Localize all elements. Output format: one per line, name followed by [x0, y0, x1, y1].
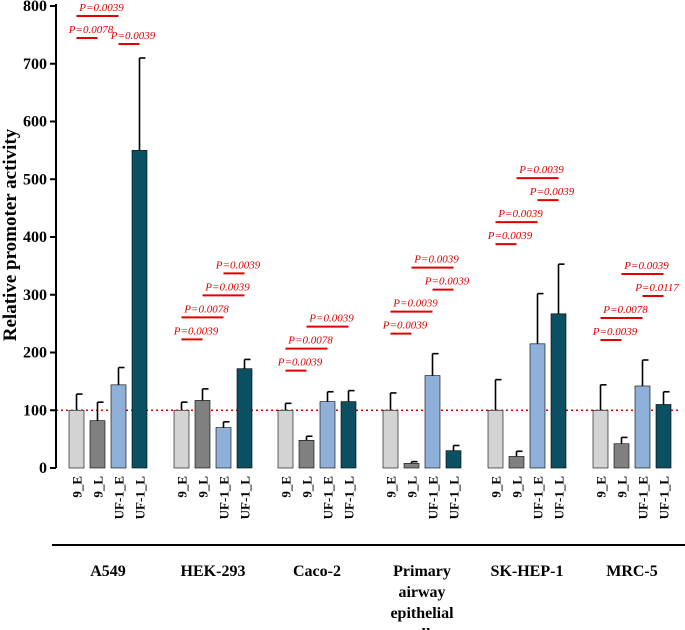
- p-value-label: P=0.0039: [424, 276, 470, 288]
- bar: [298, 439, 315, 469]
- p-value-label: P=0.0039: [487, 230, 533, 242]
- y-tick-label: 200: [23, 345, 47, 362]
- bar: [529, 343, 546, 469]
- significance-layer: P=0.0078P=0.0039P=0.0039P=0.0039P=0.0078…: [68, 2, 679, 372]
- bar: [340, 401, 357, 469]
- bar: [487, 409, 504, 469]
- bar-label: UF-1_E: [217, 476, 232, 519]
- bar-label: 9_E: [279, 476, 294, 498]
- y-axis: 0 100 200 300 400 500 600 700 800: [23, 0, 57, 477]
- bar: [382, 409, 399, 469]
- y-tick-label: 800: [23, 0, 47, 15]
- bar: [173, 409, 190, 469]
- bar: [215, 427, 232, 469]
- p-value-label: P=0.0078: [287, 335, 333, 347]
- y-tick-label: 400: [23, 229, 47, 246]
- bar: [277, 409, 294, 469]
- bar-label: UF-1_L: [447, 476, 462, 520]
- p-value-label: P=0.0078: [68, 24, 114, 36]
- bar-label: UF-1_L: [342, 476, 357, 520]
- group-label: cells: [407, 626, 436, 630]
- bar-label: 9_L: [510, 476, 525, 498]
- p-value-label: P=0.0039: [277, 357, 323, 369]
- y-tick-label: 600: [23, 114, 47, 131]
- p-value-label: P=0.0039: [78, 2, 124, 14]
- bar: [655, 404, 672, 469]
- bar-label: UF-1_E: [321, 476, 336, 519]
- p-value-label: P=0.0039: [173, 325, 219, 337]
- bar: [550, 313, 567, 469]
- p-value-label: P=0.0078: [183, 303, 229, 315]
- bar-label: 9_E: [384, 476, 399, 498]
- y-tick-label: 0: [39, 460, 47, 477]
- bar: [424, 375, 441, 469]
- bar-label: 9_E: [175, 476, 190, 498]
- bar-label: UF-1_L: [657, 476, 672, 520]
- p-value-label: P=0.0039: [110, 30, 156, 42]
- p-value-label: P=0.0117: [634, 282, 679, 294]
- bar-label: UF-1_L: [238, 476, 253, 520]
- bar-label: 9_L: [300, 476, 315, 498]
- y-tick-label: 700: [23, 56, 47, 73]
- bar: [403, 463, 420, 469]
- bar-label: UF-1_E: [112, 476, 127, 519]
- p-value-label: P=0.0039: [215, 259, 261, 271]
- p-value-label: P=0.0039: [204, 281, 250, 293]
- y-tick-label: 300: [23, 287, 47, 304]
- bar-label: UF-1_E: [531, 476, 546, 519]
- p-value-label: P=0.0039: [518, 164, 564, 176]
- bar: [110, 384, 127, 469]
- bar-label: 9_L: [615, 476, 630, 498]
- x-axis-labels: 9_E 9_L UF-1_E UF-1_L A549 9_E 9_L UF-1_E UF-1_L…: [52, 476, 685, 630]
- bar-label: 9_L: [91, 476, 106, 498]
- bar: [68, 409, 85, 469]
- bar: [194, 400, 211, 469]
- bar-label: UF-1_E: [426, 476, 441, 519]
- p-value-label: P=0.0039: [623, 260, 669, 272]
- group-label: SK-HEP-1: [491, 563, 564, 580]
- bar-label: UF-1_E: [636, 476, 651, 519]
- bar: [613, 443, 630, 469]
- bar: [89, 420, 106, 469]
- bar-label: UF-1_L: [133, 476, 148, 520]
- p-value-label: P=0.0039: [392, 298, 438, 310]
- bars-layer: [68, 57, 672, 469]
- group-label: airway: [398, 584, 445, 601]
- y-tick-label: 100: [23, 402, 47, 419]
- group-label: MRC-5: [606, 563, 658, 580]
- bar-label: UF-1_L: [552, 476, 567, 520]
- bar-label: 9_E: [70, 476, 85, 498]
- p-value-label: P=0.0039: [308, 313, 354, 325]
- bar: [131, 150, 148, 469]
- p-value-label: P=0.0039: [529, 186, 575, 198]
- y-tick-label: 500: [23, 171, 47, 188]
- p-value-label: P=0.0039: [592, 326, 638, 338]
- group-label: A549: [90, 563, 126, 580]
- p-value-label: P=0.0039: [413, 254, 459, 266]
- group-label: epithelial: [390, 605, 454, 622]
- group-label: HEK-293: [181, 563, 246, 580]
- group-label: Primary: [393, 563, 451, 580]
- bar: [236, 368, 253, 469]
- bar: [634, 385, 651, 469]
- bar: [508, 456, 525, 469]
- group-label: Caco-2: [293, 563, 341, 580]
- bar: [319, 401, 336, 469]
- bar-label: 9_E: [594, 476, 609, 498]
- bar-label: 9_E: [489, 476, 504, 498]
- bar: [445, 450, 462, 469]
- bar: [592, 409, 609, 469]
- p-value-label: P=0.0078: [602, 304, 648, 316]
- p-value-label: P=0.0039: [497, 208, 543, 220]
- bar-label: 9_L: [405, 476, 420, 498]
- bar-label: 9_L: [196, 476, 211, 498]
- y-axis-title: Relative promoter activity: [0, 128, 21, 341]
- p-value-label: P=0.0039: [382, 320, 428, 332]
